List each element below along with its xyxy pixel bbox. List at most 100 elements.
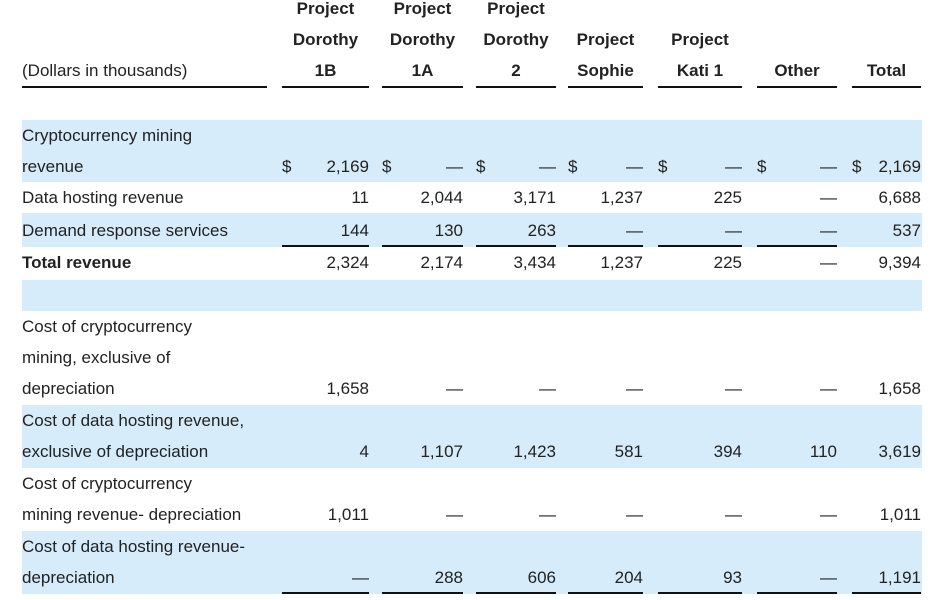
cell-value: 2,044 [420,188,463,207]
currency-symbol: $ [852,157,862,176]
column-header-line: Other [774,61,820,80]
subtotal-rule [757,245,837,247]
currency-symbol: $ [568,157,578,176]
row-shading [22,405,922,468]
row-shading [22,213,922,247]
subtotal-rule [382,592,463,594]
cell-value: 1,011 [327,505,369,524]
cell-value: 225 [713,188,742,207]
row-label: Data hosting revenue [22,188,184,207]
subtotal-rule [852,592,921,594]
cell-value: 204 [614,568,643,587]
cell-value: 9,394 [878,253,921,272]
cell-value: — [820,379,837,398]
row-label: Cost of data hosting revenue- [22,537,246,556]
subtotal-rule [568,592,643,594]
subtotal-rule [568,245,643,247]
cell-value: 1,237 [600,188,643,207]
cell-value: — [539,157,556,176]
cell-value: 606 [527,568,556,587]
cell-value: 1,423 [513,442,556,461]
column-header-line: Project [393,0,452,18]
row-shading [22,120,922,182]
column-header-line: 1B [314,61,337,80]
column-header-line: Project [296,0,355,18]
column-header-rule [282,86,369,88]
cell-value: — [626,157,643,176]
column-header-rule [658,86,742,88]
row-label: Total revenue [22,253,132,272]
cell-value: — [446,157,463,176]
cell-value: — [446,379,463,398]
cell-value: — [820,188,837,207]
row-label: exclusive of depreciation [22,442,209,461]
cell-value: 110 [809,442,837,461]
cell-value: 6,688 [878,188,921,207]
header-units-label: (Dollars in thousands) [22,61,188,80]
cell-value: — [539,379,556,398]
currency-symbol: $ [282,157,292,176]
cell-value: — [820,221,837,240]
cell-value: 1,011 [879,505,921,524]
column-header-rule [757,86,837,88]
cell-value: 225 [713,253,742,272]
subtotal-rule [658,245,742,247]
cell-value: 394 [713,442,742,461]
column-header-rule [382,86,463,88]
cell-value: 3,171 [513,188,556,207]
cell-value: — [446,505,463,524]
row-label: Cost of cryptocurrency [22,474,193,493]
column-header-rule [476,86,556,88]
cell-value: — [626,505,643,524]
row-label: depreciation [22,568,115,587]
cell-value: 581 [614,442,643,461]
subtotal-rule [757,592,837,594]
cell-value: — [820,568,837,587]
row-shading [22,280,922,311]
subtotal-rule [282,592,369,594]
row-label: mining revenue- depreciation [22,505,242,524]
row-shading [22,531,922,594]
cell-value: — [539,505,556,524]
currency-symbol: $ [658,157,668,176]
row-label: depreciation [22,379,115,398]
cell-value: 263 [527,221,556,240]
row-label: Cost of cryptocurrency [22,317,193,336]
cell-value: 288 [434,568,463,587]
cell-value: 93 [723,568,742,587]
column-header-line: Dorothy [292,30,359,49]
cell-value: — [725,379,742,398]
currency-symbol: $ [757,157,767,176]
cell-value: 2,169 [878,157,921,176]
cell-value: — [820,253,837,272]
row-label: mining, exclusive of [22,348,171,367]
column-header-line: 1A [411,61,434,80]
currency-symbol: $ [476,157,486,176]
row-label: revenue [22,157,84,176]
subtotal-rule [382,245,463,247]
cell-value: — [626,379,643,398]
cell-value: 1,658 [878,379,921,398]
cell-value: — [725,221,742,240]
cell-value: — [820,157,837,176]
column-header-line: Dorothy [483,30,549,49]
column-header-line: Total [866,61,907,80]
cell-value: 130 [434,221,463,240]
row-label: Cost of data hosting revenue, [22,411,245,430]
cell-value: 144 [340,221,369,240]
header-rule-label [22,86,267,88]
cell-value: — [352,568,369,587]
currency-symbol: $ [382,157,392,176]
cell-value: — [820,505,837,524]
column-header-line: Project [671,30,729,49]
cell-value: 1,658 [326,379,369,398]
cell-value: 1,237 [600,253,643,272]
column-header-line: Project [487,0,545,18]
cell-value: — [725,157,742,176]
column-header-rule [568,86,643,88]
cell-value: 3,434 [513,253,556,272]
cell-value: 537 [892,221,921,240]
row-label: Demand response services [22,221,228,240]
cell-value: 4 [359,442,369,461]
